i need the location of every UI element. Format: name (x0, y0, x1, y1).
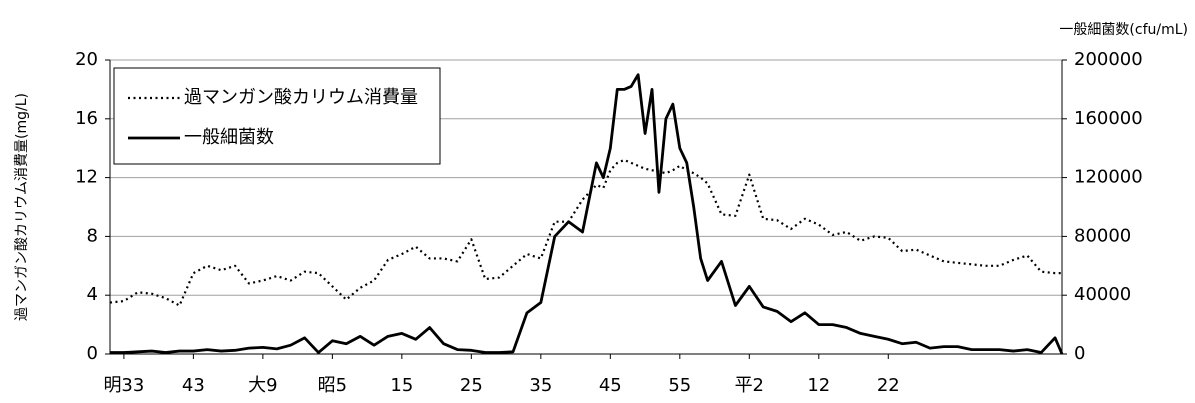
legend-label: 一般細菌数 (184, 127, 274, 148)
legend-label: 過マンガン酸カリウム消費量 (184, 87, 418, 108)
legend-box (113, 67, 441, 165)
x-tick-label: 12 (807, 375, 830, 396)
y2-axis-label: 一般細菌数(cfu/mL) (1059, 22, 1188, 38)
y2-tick-label: 160000 (1074, 108, 1143, 129)
x-tick-label: 15 (390, 375, 413, 396)
x-tick-label: 22 (877, 375, 900, 396)
x-tick-label: 43 (182, 375, 205, 396)
y2-tick-label: 80000 (1074, 225, 1131, 246)
y-tick-label: 12 (75, 167, 98, 188)
x-tick-label: 55 (668, 375, 691, 396)
x-tick-label: 35 (529, 375, 552, 396)
y-tick-label: 16 (75, 108, 98, 129)
x-tick-label: 平2 (735, 375, 764, 396)
x-tick-label: 25 (460, 375, 483, 396)
y-tick-label: 0 (87, 343, 98, 364)
x-tick-label: 明33 (103, 375, 144, 396)
series-line (109, 158, 1062, 307)
y-tick-label: 8 (87, 225, 98, 246)
x-tick-label: 昭5 (318, 375, 347, 396)
x-tick-label: 45 (599, 375, 622, 396)
y2-tick-label: 0 (1074, 343, 1085, 364)
y-axis-label: 過マンガン酸カリウム消費量(mg/L) (14, 93, 30, 321)
y2-tick-label: 200000 (1074, 49, 1143, 70)
y-tick-label: 4 (87, 284, 98, 305)
y-tick-label: 20 (75, 49, 98, 70)
series-line (110, 73, 1064, 355)
y2-tick-label: 120000 (1074, 167, 1143, 188)
x-tick-label: 大9 (248, 375, 277, 396)
y2-tick-label: 40000 (1074, 284, 1131, 305)
